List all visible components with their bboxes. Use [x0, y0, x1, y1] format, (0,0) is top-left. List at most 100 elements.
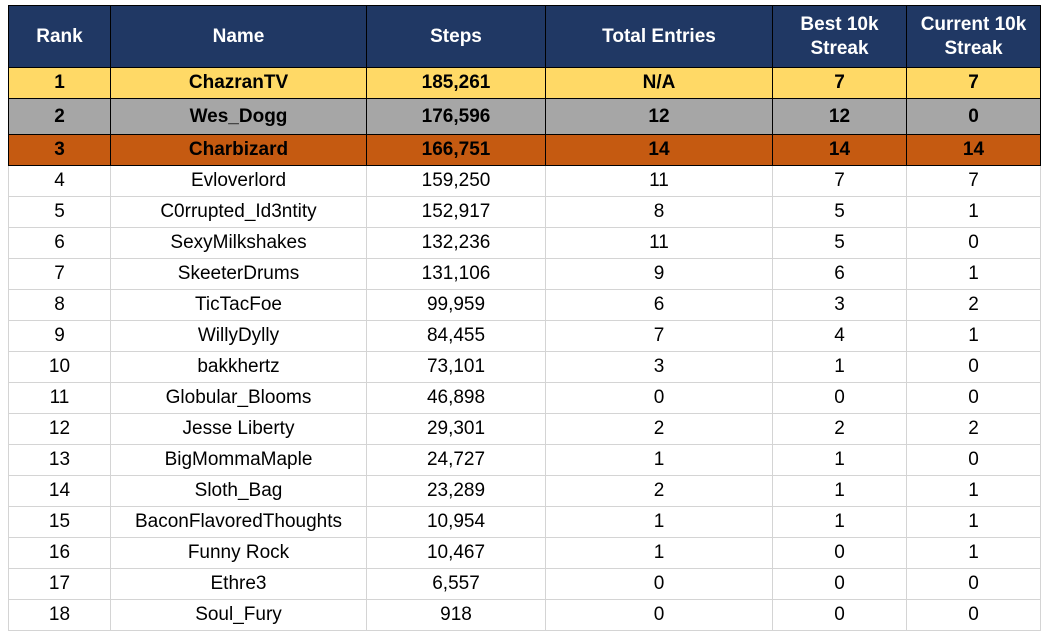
table-cell: 1: [906, 196, 1041, 228]
table-cell: 0: [772, 599, 907, 631]
table-cell: 0: [906, 599, 1041, 631]
table-cell: 18: [8, 599, 111, 631]
table-cell: 0: [906, 351, 1041, 383]
table-row: 15 BaconFlavoredThoughts 10,954 1 1 1: [8, 506, 1041, 538]
table-row: 17 Ethre3 6,557 0 0 0: [8, 568, 1041, 600]
table-cell: BigMommaMaple: [110, 444, 367, 476]
table-row: 14 Sloth_Bag 23,289 2 1 1: [8, 475, 1041, 507]
table-cell: 7: [545, 320, 773, 352]
table-cell: 0: [906, 98, 1041, 135]
table-cell: 1: [772, 351, 907, 383]
table-cell: 6,557: [366, 568, 546, 600]
table-cell: 6: [545, 289, 773, 321]
table-cell: 1: [906, 475, 1041, 507]
table-cell: Sloth_Bag: [110, 475, 367, 507]
table-cell: 4: [8, 165, 111, 197]
table-cell: N/A: [545, 67, 773, 99]
table-cell: 10,467: [366, 537, 546, 569]
table-cell: 7: [906, 67, 1041, 99]
table-cell: 12: [772, 98, 907, 135]
table-row: 13 BigMommaMaple 24,727 1 1 0: [8, 444, 1041, 476]
table-row: 6 SexyMilkshakes 132,236 11 5 0: [8, 227, 1041, 259]
table-cell: 176,596: [366, 98, 546, 135]
table-cell: 2: [906, 413, 1041, 445]
table-cell: 7: [8, 258, 111, 290]
header-cell: Name: [110, 5, 367, 68]
table-cell: 0: [772, 568, 907, 600]
table-cell: 0: [772, 382, 907, 414]
table-cell: 3: [772, 289, 907, 321]
table-cell: 7: [772, 67, 907, 99]
table-cell: 0: [906, 444, 1041, 476]
table-cell: 14: [906, 134, 1041, 166]
table-cell: 8: [545, 196, 773, 228]
table-cell: 73,101: [366, 351, 546, 383]
table-cell: 5: [8, 196, 111, 228]
table-cell: 6: [8, 227, 111, 259]
table-cell: 131,106: [366, 258, 546, 290]
table-cell: 13: [8, 444, 111, 476]
table-cell: 9: [8, 320, 111, 352]
table-cell: 4: [772, 320, 907, 352]
table-row: 16 Funny Rock 10,467 1 0 1: [8, 537, 1041, 569]
table-cell: SexyMilkshakes: [110, 227, 367, 259]
table-cell: 2: [772, 413, 907, 445]
table-cell: Wes_Dogg: [110, 98, 367, 135]
table-cell: 0: [906, 382, 1041, 414]
table-cell: bakkhertz: [110, 351, 367, 383]
table-row: 12 Jesse Liberty 29,301 2 2 2: [8, 413, 1041, 445]
header-cell: Current 10k Streak: [906, 5, 1041, 68]
header-cell: Total Entries: [545, 5, 773, 68]
table-cell: 11: [545, 227, 773, 259]
table-cell: 23,289: [366, 475, 546, 507]
table-cell: 14: [545, 134, 773, 166]
table-row: 18 Soul_Fury 918 0 0 0: [8, 599, 1041, 631]
header-cell: Rank: [8, 5, 111, 68]
table-cell: Evloverlord: [110, 165, 367, 197]
table-cell: 1: [545, 506, 773, 538]
header-row: Rank Name Steps Total Entries Best 10k Strea…: [8, 5, 1041, 68]
table-cell: 0: [545, 382, 773, 414]
table-cell: 166,751: [366, 134, 546, 166]
table-cell: 10: [8, 351, 111, 383]
table-cell: 132,236: [366, 227, 546, 259]
table-row: 4 Evloverlord 159,250 11 7 7: [8, 165, 1041, 197]
table-cell: 12: [8, 413, 111, 445]
table-cell: 0: [906, 227, 1041, 259]
table-cell: 84,455: [366, 320, 546, 352]
leaderboard-table: Rank Name Steps Total Entries Best 10k Strea…: [8, 5, 1041, 631]
table-cell: 1: [772, 475, 907, 507]
table-cell: 9: [545, 258, 773, 290]
table-cell: 1: [906, 537, 1041, 569]
table-cell: Funny Rock: [110, 537, 367, 569]
table-cell: 1: [906, 320, 1041, 352]
table-body: 1 ChazranTV 185,261 N/A 7 7 2 Wes_Dogg 176,596 12…: [8, 67, 1041, 631]
table-row: 7 SkeeterDrums 131,106 9 6 1: [8, 258, 1041, 290]
header-cell: Best 10k Streak: [772, 5, 907, 68]
table-cell: 7: [906, 165, 1041, 197]
table-cell: 10,954: [366, 506, 546, 538]
table-cell: Ethre3: [110, 568, 367, 600]
sheet: Rank Name Steps Total Entries Best 10k Strea…: [8, 5, 1041, 631]
table-cell: 2: [545, 413, 773, 445]
table-row: 11 Globular_Blooms 46,898 0 0 0: [8, 382, 1041, 414]
table-cell: 1: [906, 258, 1041, 290]
table-cell: Jesse Liberty: [110, 413, 367, 445]
table-cell: Charbizard: [110, 134, 367, 166]
table-cell: Globular_Blooms: [110, 382, 367, 414]
table-cell: 12: [545, 98, 773, 135]
table-cell: 2: [8, 98, 111, 135]
table-cell: 16: [8, 537, 111, 569]
table-cell: 11: [545, 165, 773, 197]
table-cell: Soul_Fury: [110, 599, 367, 631]
table-cell: 1: [772, 506, 907, 538]
table-cell: TicTacFoe: [110, 289, 367, 321]
table-row: 8 TicTacFoe 99,959 6 3 2: [8, 289, 1041, 321]
table-row: 9 WillyDylly 84,455 7 4 1: [8, 320, 1041, 352]
table-cell: 0: [906, 568, 1041, 600]
table-cell: 0: [772, 537, 907, 569]
table-cell: 3: [545, 351, 773, 383]
table-cell: 11: [8, 382, 111, 414]
table-cell: 1: [906, 506, 1041, 538]
table-cell: 5: [772, 227, 907, 259]
